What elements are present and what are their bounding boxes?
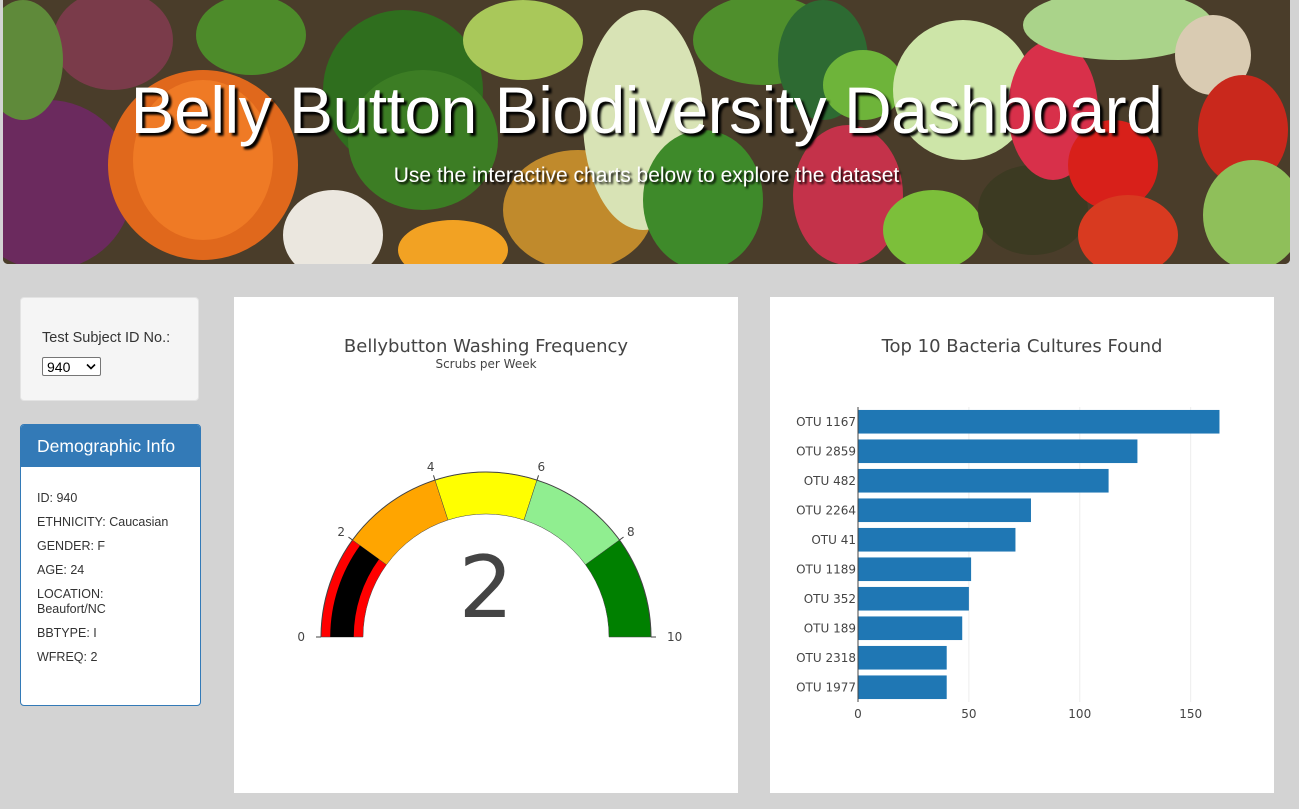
subject-selector-well: Test Subject ID No.: 940 (20, 297, 199, 401)
gauge-outline (320, 471, 652, 638)
gauge-tick-mark (619, 536, 624, 541)
bar-category-label: OTU 1189 (796, 562, 856, 576)
gauge-chart[interactable]: Bellybutton Washing Frequency Scrubs per… (234, 297, 738, 793)
gauge-value-label: 2 (459, 538, 514, 638)
gauge-tick-label: 8 (627, 525, 635, 539)
chevron-down-icon (86, 363, 96, 370)
bar-category-label: OTU 1977 (796, 680, 856, 694)
bar-category-label: OTU 2264 (796, 503, 856, 517)
demographic-location: LOCATION: Beaufort/NC (37, 587, 106, 616)
page-subtitle: Use the interactive charts below to expl… (393, 164, 900, 187)
bar-otu-2264[interactable] (858, 498, 1031, 523)
subject-id-selected: 940 (47, 359, 71, 375)
demographic-id: ID: 940 (37, 491, 78, 505)
bar-otu-189[interactable] (858, 616, 963, 641)
bar-chart-title: Top 10 Bacteria Cultures Found (881, 336, 1163, 357)
gauge-value-bar (330, 545, 380, 637)
demographic-info-heading: Demographic Info (21, 425, 200, 467)
bar-otu-2859[interactable] (858, 439, 1138, 464)
gauge-tick-mark (348, 536, 353, 541)
gauge-subtitle: Scrubs per Week (435, 357, 536, 371)
header-banner: Belly Button Biodiversity Dashboard Use … (3, 0, 1290, 264)
bar-x-tick-label: 150 (1179, 707, 1202, 721)
bar-x-tick-label: 100 (1068, 707, 1091, 721)
vegetables-background-image (3, 0, 1290, 264)
bar-otu-41[interactable] (858, 527, 1016, 552)
washing-frequency-gauge-card: Bellybutton Washing Frequency Scrubs per… (234, 297, 738, 793)
bar-otu-482[interactable] (858, 468, 1109, 493)
bar-otu-2318[interactable] (858, 645, 947, 670)
bar-x-tick-label: 0 (854, 707, 862, 721)
subject-id-dropdown[interactable]: 940 (42, 357, 101, 376)
gauge-title: Bellybutton Washing Frequency (344, 336, 629, 357)
bar-category-label: OTU 189 (804, 621, 856, 635)
demographic-ethnicity: ETHNICITY: Caucasian (37, 515, 169, 529)
bar-otu-352[interactable] (858, 586, 969, 611)
demographic-gender: GENDER: F (37, 539, 106, 553)
gauge-tick-label: 2 (337, 525, 345, 539)
bar-category-label: OTU 352 (804, 592, 856, 606)
bar-chart[interactable]: Top 10 Bacteria Cultures Found 0 50 100 150… (770, 297, 1274, 793)
bar-category-label: OTU 41 (811, 533, 856, 547)
bar-category-label: OTU 2318 (796, 651, 856, 665)
gauge-tick-mark (432, 475, 436, 481)
demographic-wfreq: WFREQ: 2 (37, 650, 98, 664)
bar-x-tick-label: 50 (961, 707, 976, 721)
page-title: Belly Button Biodiversity Dashboard (130, 73, 1163, 147)
bar-category-label: OTU 2859 (796, 444, 856, 458)
bar-category-label: OTU 482 (804, 474, 856, 488)
gauge-tick-label: 10 (667, 630, 682, 644)
demographic-info-panel: Demographic Info ID: 940 ETHNICITY: Cauc… (20, 424, 201, 706)
gauge-band-2 (434, 471, 538, 521)
gauge-tick-label: 0 (297, 630, 305, 644)
gauge-tick-mark (536, 475, 540, 481)
gauge-tick-label: 6 (537, 460, 545, 474)
top-bacteria-bar-card: Top 10 Bacteria Cultures Found 0 50 100 150… (770, 297, 1274, 793)
bar-category-label: OTU 1167 (796, 415, 856, 429)
demographic-age: AGE: 24 (37, 563, 85, 577)
subject-id-label: Test Subject ID No.: (42, 330, 171, 346)
demographic-bbtype: BBTYPE: I (37, 626, 97, 640)
gauge-tick-label: 4 (427, 460, 435, 474)
bar-otu-1167[interactable] (858, 409, 1220, 434)
bar-otu-1189[interactable] (858, 557, 972, 582)
bar-otu-1977[interactable] (858, 675, 947, 700)
